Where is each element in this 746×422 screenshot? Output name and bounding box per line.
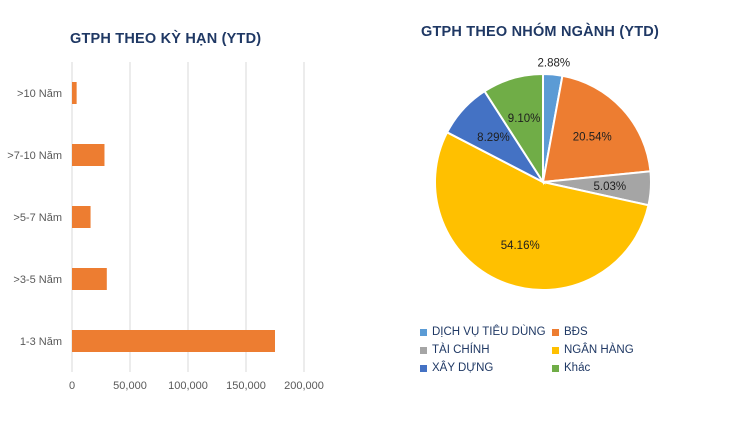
- category-label: >7-10 Năm: [7, 150, 62, 162]
- legend-label: Khác: [564, 362, 591, 374]
- legend-swatch: [552, 328, 559, 336]
- bar: [72, 268, 107, 290]
- category-label: >3-5 Năm: [13, 274, 62, 286]
- legend-item: Khác: [552, 362, 672, 374]
- bar: [72, 330, 275, 352]
- legend-item: DỊCH VỤ TIÊU DÙNG: [420, 326, 552, 338]
- legend-item: NGÂN HÀNG: [552, 344, 672, 356]
- pie-data-label: 5.03%: [594, 181, 627, 193]
- legend-label: XÂY DỰNG: [432, 362, 494, 374]
- legend-label: NGÂN HÀNG: [564, 344, 634, 356]
- x-tick-label: 150,000: [226, 380, 266, 392]
- pie-data-label: 2.88%: [538, 57, 571, 69]
- bar: [72, 82, 77, 104]
- pie-data-label: 8.29%: [477, 132, 510, 144]
- pie-slice: [541, 74, 652, 184]
- bar: [72, 144, 105, 166]
- legend-label: DỊCH VỤ TIÊU DÙNG: [432, 326, 546, 338]
- legend-swatch: [552, 346, 559, 354]
- legend-swatch: [420, 346, 427, 354]
- x-tick-label: 200,000: [284, 380, 324, 392]
- pie-slice: [483, 72, 544, 186]
- pie-legend: DỊCH VỤ TIÊU DÙNG BĐS TÀI CHÍNH NGÂN HÀNG XÂ…: [420, 326, 680, 374]
- legend-item: XÂY DỰNG: [420, 362, 552, 374]
- x-tick-label: 100,000: [168, 380, 208, 392]
- x-tick-label: 0: [69, 380, 75, 392]
- pie-slice: [434, 130, 650, 291]
- legend-swatch: [552, 364, 559, 372]
- category-label: >10 Năm: [17, 88, 62, 100]
- category-label: >5-7 Năm: [13, 212, 62, 224]
- legend-label: BĐS: [564, 326, 588, 338]
- category-label: 1-3 Năm: [20, 336, 62, 348]
- legend-swatch: [420, 328, 427, 336]
- bar-chart-title: GTPH THEO KỲ HẠN (YTD): [70, 31, 262, 47]
- bar-chart: 0 50,000 100,000 150,000 200,000 >10 Năm >7-10…: [7, 62, 324, 392]
- legend-label: TÀI CHÍNH: [432, 344, 490, 356]
- pie-chart: 2.88% 20.54% 5.03% 54.16% 8.29% 9.10%: [434, 57, 652, 291]
- legend-item: BĐS: [552, 326, 672, 338]
- legend-swatch: [420, 364, 427, 372]
- legend-item: TÀI CHÍNH: [420, 344, 552, 356]
- pie-data-label: 54.16%: [501, 240, 540, 252]
- bar: [72, 206, 91, 228]
- x-tick-label: 50,000: [113, 380, 147, 392]
- pie-data-label: 20.54%: [573, 132, 612, 144]
- pie-data-label: 9.10%: [508, 113, 541, 125]
- pie-chart-title: GTPH THEO NHÓM NGÀNH (YTD): [421, 24, 659, 40]
